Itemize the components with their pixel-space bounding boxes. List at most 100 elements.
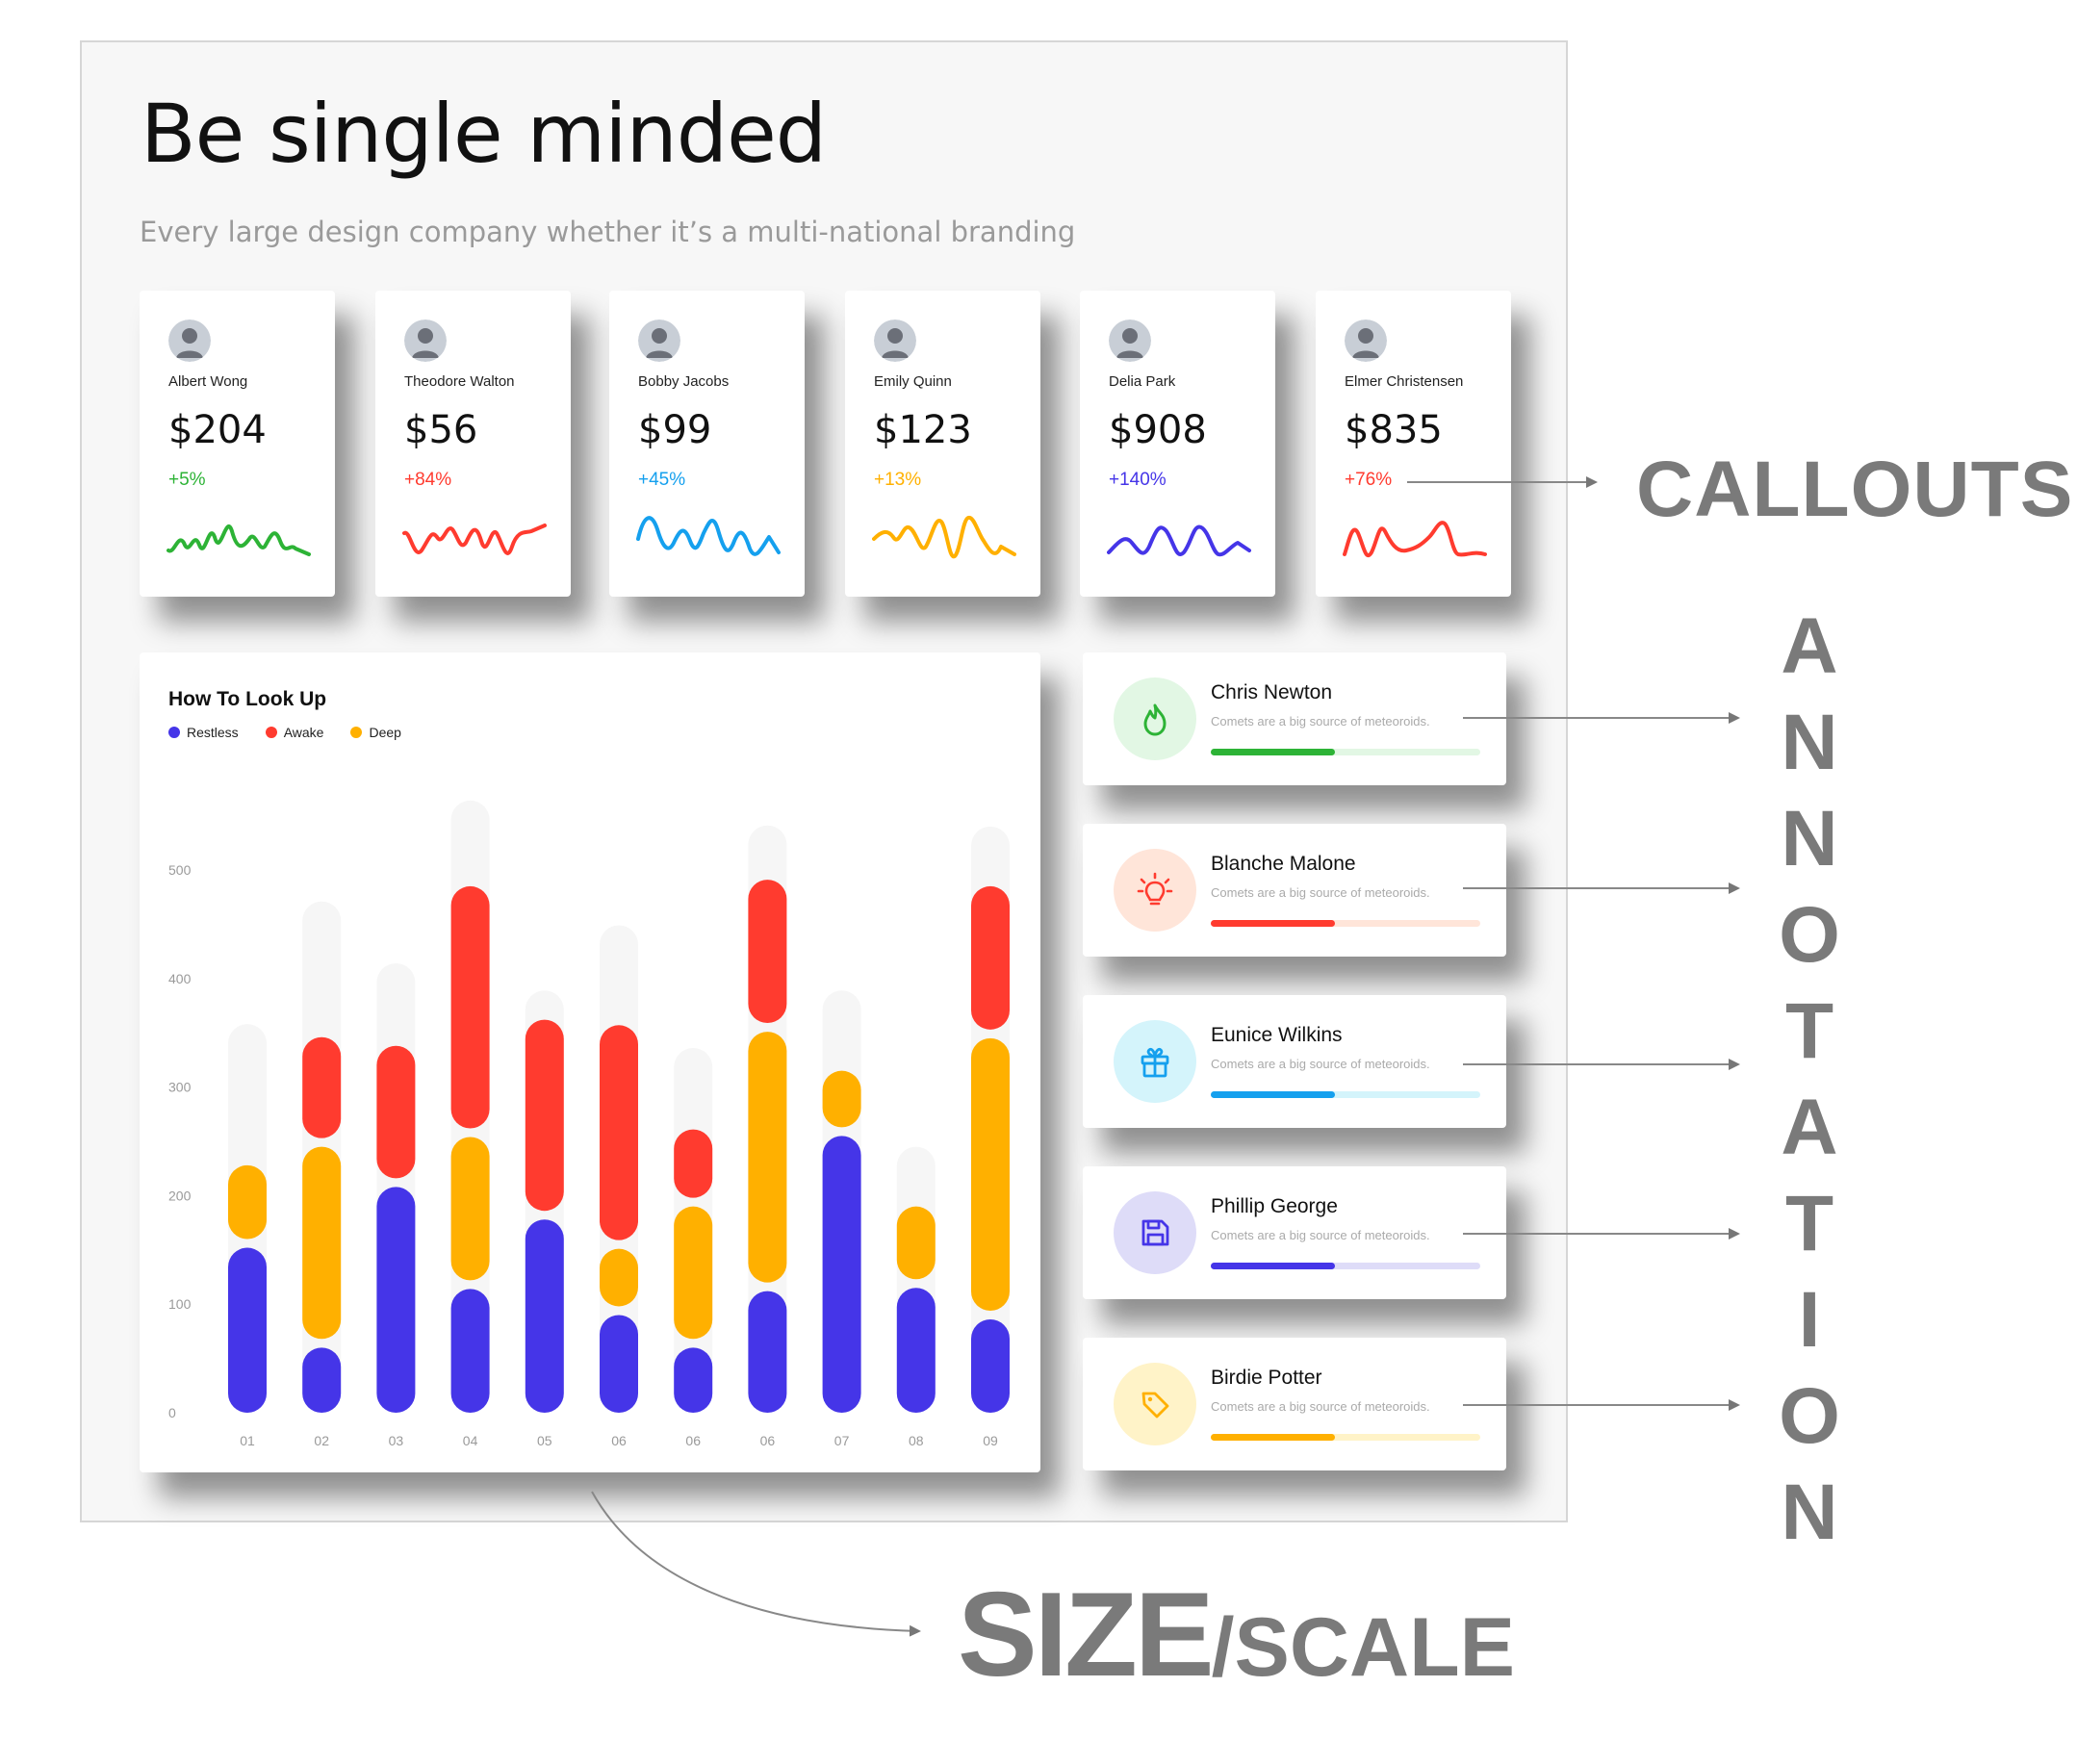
annotation-letter: A bbox=[1781, 1084, 1838, 1171]
bar-segment-restless[interactable] bbox=[228, 1247, 267, 1413]
stat-card[interactable]: Theodore Walton $56 +84% bbox=[375, 291, 571, 597]
list-item-name: Chris Newton bbox=[1211, 681, 1333, 703]
stat-card[interactable]: Bobby Jacobs $99 +45% bbox=[609, 291, 805, 597]
avatar bbox=[874, 320, 916, 362]
avatar bbox=[638, 320, 680, 362]
legend-item: Restless bbox=[168, 725, 239, 740]
progress-bar bbox=[1211, 1263, 1480, 1269]
stat-change: +45% bbox=[638, 470, 686, 490]
icon-badge bbox=[1114, 1363, 1196, 1445]
bar-segment-deep[interactable] bbox=[302, 1146, 342, 1340]
stat-card[interactable]: Delia Park $908 +140% bbox=[1080, 291, 1275, 597]
bar-segment-awake[interactable] bbox=[674, 1129, 713, 1198]
y-tick-label: 0 bbox=[168, 1405, 176, 1420]
x-tick-label: 06 bbox=[611, 1433, 627, 1448]
bar-segment-restless[interactable] bbox=[600, 1315, 638, 1413]
x-tick-label: 06 bbox=[760, 1433, 776, 1448]
stat-change: +84% bbox=[404, 470, 452, 490]
list-item[interactable]: Birdie Potter Comets are a big source of… bbox=[1083, 1338, 1506, 1470]
annotation-letter: I bbox=[1798, 1276, 1821, 1364]
bar-segment-deep[interactable] bbox=[971, 1037, 1010, 1311]
bar-segment-awake[interactable] bbox=[971, 885, 1010, 1030]
legend-label: Awake bbox=[283, 725, 324, 740]
annotation-letter: A bbox=[1781, 602, 1838, 690]
bar-segment-deep[interactable] bbox=[748, 1032, 787, 1283]
x-tick-label: 02 bbox=[314, 1433, 329, 1448]
list-item[interactable]: Phillip George Comets are a big source o… bbox=[1083, 1166, 1506, 1299]
bar-segment-deep[interactable] bbox=[822, 1070, 861, 1128]
stat-card[interactable]: Emily Quinn $123 +13% bbox=[845, 291, 1040, 597]
callouts-label: CALLOUTS bbox=[1636, 446, 2074, 533]
stat-change: +140% bbox=[1109, 470, 1167, 490]
bar-segment-awake[interactable] bbox=[600, 1025, 638, 1240]
bar-segment-restless[interactable] bbox=[896, 1288, 936, 1413]
list-item-name: Eunice Wilkins bbox=[1211, 1024, 1343, 1046]
avatar bbox=[1345, 320, 1387, 362]
y-tick-label: 100 bbox=[168, 1296, 192, 1312]
stat-value: $204 bbox=[168, 408, 267, 452]
stat-name: Theodore Walton bbox=[404, 373, 515, 390]
bar-segment-restless[interactable] bbox=[302, 1347, 342, 1413]
avatar bbox=[1109, 320, 1151, 362]
progress-bar bbox=[1211, 1091, 1480, 1098]
legend-label: Restless bbox=[187, 725, 239, 740]
bar-segment-awake[interactable] bbox=[376, 1045, 416, 1179]
sleep-bar-chart: 500 400 300 200 100 0 01 02 03 04 05 06 06 06 07 08 09 bbox=[168, 800, 1010, 1448]
sparkline bbox=[636, 516, 781, 556]
stat-name: Emily Quinn bbox=[874, 373, 952, 390]
progress-fill bbox=[1211, 920, 1335, 927]
bar-segment-restless[interactable] bbox=[674, 1347, 713, 1413]
list-item-desc: Comets are a big source of meteoroids. bbox=[1211, 1057, 1430, 1071]
legend-item: Deep bbox=[350, 725, 401, 740]
list-item-desc: Comets are a big source of meteoroids. bbox=[1211, 1399, 1430, 1414]
list-item-desc: Comets are a big source of meteoroids. bbox=[1211, 885, 1430, 900]
legend-swatch bbox=[168, 727, 180, 738]
list-item[interactable]: Eunice Wilkins Comets are a big source o… bbox=[1083, 995, 1506, 1128]
list-item-name: Blanche Malone bbox=[1211, 853, 1356, 875]
bar-segment-restless[interactable] bbox=[822, 1136, 861, 1413]
progress-fill bbox=[1211, 1263, 1335, 1269]
x-tick-label: 08 bbox=[909, 1433, 924, 1448]
list-item[interactable]: Chris Newton Comets are a big source of … bbox=[1083, 652, 1506, 785]
stat-value: $123 bbox=[874, 408, 972, 452]
bar-segment-deep[interactable] bbox=[674, 1206, 713, 1340]
x-tick-label: 05 bbox=[537, 1433, 552, 1448]
stat-card[interactable]: Elmer Christensen $835 +76% bbox=[1316, 291, 1511, 597]
sleep-chart-card: 500 400 300 200 100 0 01 02 03 04 05 06 06 06 07 08 09 H… bbox=[140, 652, 1040, 1472]
bar-segment-deep[interactable] bbox=[600, 1248, 638, 1307]
icon-badge bbox=[1114, 677, 1196, 760]
bar-segment-restless[interactable] bbox=[376, 1187, 416, 1413]
bar-segment-restless[interactable] bbox=[748, 1291, 787, 1413]
stat-name: Delia Park bbox=[1109, 373, 1176, 390]
bar-segment-deep[interactable] bbox=[228, 1164, 267, 1240]
bar-segment-awake[interactable] bbox=[525, 1019, 564, 1212]
annotation-letter: O bbox=[1779, 891, 1840, 979]
bar-segment-awake[interactable] bbox=[302, 1036, 342, 1138]
progress-bar bbox=[1211, 749, 1480, 755]
icon-badge bbox=[1114, 1020, 1196, 1103]
list-item-desc: Comets are a big source of meteoroids. bbox=[1211, 1228, 1430, 1242]
list-item-desc: Comets are a big source of meteoroids. bbox=[1211, 714, 1430, 729]
stat-name: Elmer Christensen bbox=[1345, 373, 1464, 390]
annotation-letter: N bbox=[1781, 1469, 1838, 1556]
stat-value: $908 bbox=[1109, 408, 1207, 452]
chart-legend: Restless Awake Deep bbox=[168, 725, 401, 740]
legend-swatch bbox=[265, 727, 277, 738]
icon-badge bbox=[1114, 849, 1196, 932]
stat-card[interactable]: Albert Wong $204 +5% bbox=[140, 291, 335, 597]
fire-icon bbox=[1143, 703, 1167, 736]
sparkline bbox=[1107, 524, 1251, 557]
bar-segment-restless[interactable] bbox=[971, 1318, 1010, 1413]
list-item[interactable]: Blanche Malone Comets are a big source o… bbox=[1083, 824, 1506, 957]
x-tick-label: 04 bbox=[463, 1433, 478, 1448]
stat-change: +76% bbox=[1345, 470, 1393, 490]
bar-segment-awake[interactable] bbox=[450, 885, 490, 1129]
y-tick-label: 400 bbox=[168, 971, 192, 986]
y-tick-label: 200 bbox=[168, 1188, 192, 1203]
bar-segment-deep[interactable] bbox=[896, 1206, 936, 1280]
bar-segment-deep[interactable] bbox=[450, 1137, 490, 1281]
list-item-name: Phillip George bbox=[1211, 1195, 1338, 1217]
bar-segment-restless[interactable] bbox=[450, 1289, 490, 1413]
bar-segment-awake[interactable] bbox=[748, 880, 787, 1024]
bar-segment-restless[interactable] bbox=[525, 1219, 564, 1413]
